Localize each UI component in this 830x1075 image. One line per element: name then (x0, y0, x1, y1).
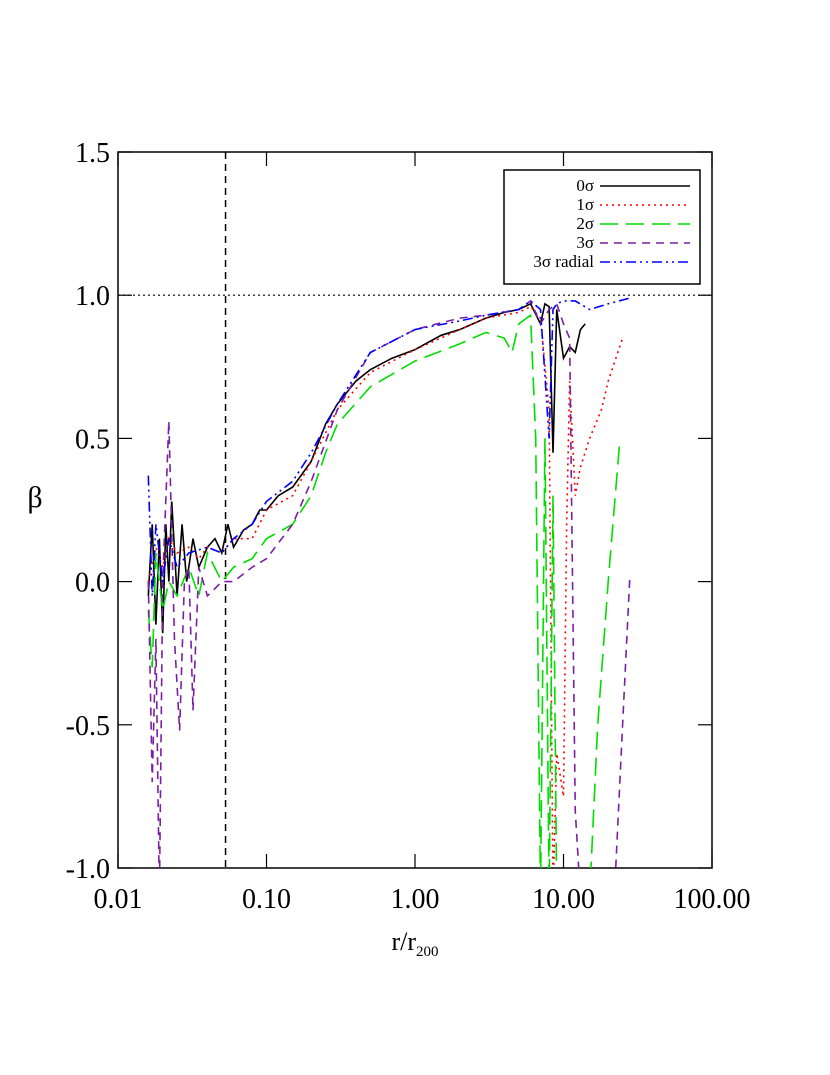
x-tick-label: 0.10 (242, 884, 291, 915)
legend-label: 3σ radial (533, 252, 594, 271)
x-tick-label: 0.01 (94, 884, 143, 915)
x-axis-label-subscript: 200 (416, 944, 439, 960)
series-line (147, 313, 621, 868)
x-tick-label: 1.00 (391, 884, 440, 915)
y-tick-label: 1.0 (75, 281, 110, 312)
legend-label: 2σ (576, 214, 594, 233)
legend-label: 1σ (576, 195, 594, 214)
x-tick-label: 10.00 (532, 884, 595, 915)
series-line (147, 299, 631, 868)
y-tick-label: 0.0 (75, 568, 110, 599)
series-line (147, 302, 586, 634)
y-axis-label: β (27, 481, 42, 514)
plot-area (118, 152, 712, 868)
y-tick-label: 1.5 (75, 138, 110, 169)
x-tick-label: 100.00 (674, 884, 751, 915)
x-axis-label: r/r200 (391, 927, 438, 960)
series-line (147, 297, 631, 596)
legend-label: 3σ (576, 233, 594, 252)
y-tick-label: -1.0 (66, 854, 110, 885)
legend-label: 0σ (576, 176, 594, 195)
legend-box (503, 169, 701, 285)
series-line (147, 305, 624, 868)
y-tick-label: 0.5 (75, 424, 110, 455)
x-axis-label-main: r/r (391, 927, 416, 956)
y-tick-label: -0.5 (66, 711, 110, 742)
